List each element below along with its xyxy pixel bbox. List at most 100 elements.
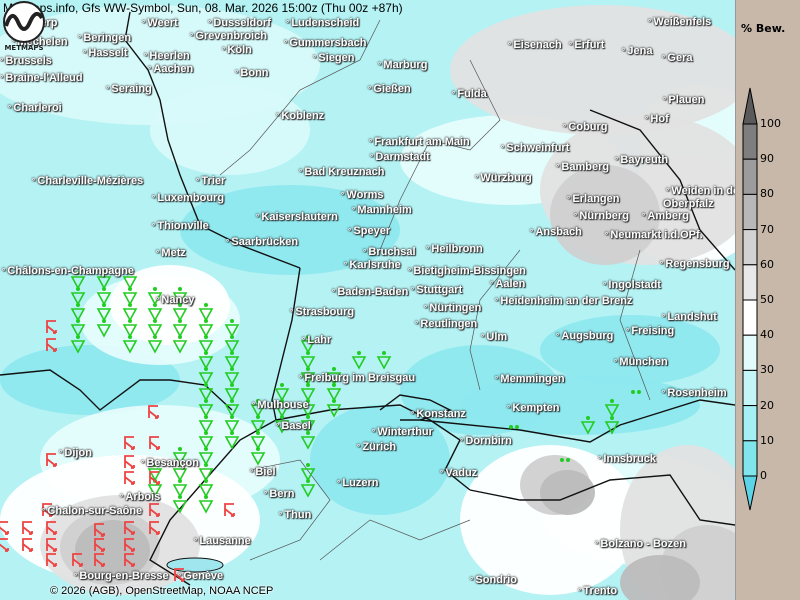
rain-shower-symbol: [224, 335, 240, 354]
rain-shower-symbol: [147, 287, 163, 306]
thunderstorm-symbol: [0, 521, 9, 535]
country-border: [589, 109, 735, 271]
legend-colorbar: [742, 87, 758, 511]
city-label: ° Charleroi: [8, 102, 62, 114]
legend-segment: [742, 123, 758, 160]
metmaps-logo[interactable]: METMAPS: [0, 0, 48, 52]
city-label: ° Luzern: [337, 477, 379, 489]
city-label: ° Brussels: [0, 55, 52, 67]
thunderstorm-symbol: [148, 405, 159, 419]
city-label: ° Châlons-en-Champagne: [2, 265, 134, 277]
city-label: ° Braine-l'Alleud: [0, 72, 83, 84]
legend-segment: [742, 440, 758, 477]
rain-shower-symbol: [326, 399, 342, 418]
rain-shower-symbol: [147, 303, 163, 322]
city-label: ° Schweinfurt: [501, 142, 570, 154]
rain-shower-symbol: [250, 431, 266, 450]
thunderstorm-symbol: [72, 553, 83, 567]
city-label: ° Heerlen: [144, 50, 190, 62]
country-border: [271, 267, 301, 421]
legend-tick: 30: [760, 363, 774, 377]
state-border: [319, 519, 471, 561]
state-border: [219, 19, 381, 176]
city-label: ° Erfurt: [569, 39, 605, 51]
rain-shower-symbol: [198, 479, 214, 498]
city-label: ° Fulda: [452, 88, 487, 100]
weather-map[interactable]: MetMaps.info, Gfs WW-Symbol, Sun, 08. Ma…: [0, 0, 735, 600]
legend-title: % Bew.: [741, 22, 786, 35]
city-label: ° Trento: [578, 585, 618, 597]
cloud-cover-field: [0, 5, 735, 600]
rain-shower-symbol: [300, 351, 316, 370]
legend-segment: [742, 158, 758, 195]
legend-tick: 60: [760, 257, 774, 271]
city-label: ° Heilbronn: [426, 243, 483, 255]
city-label: ° Bonn: [235, 67, 269, 79]
rain-shower-symbol: [198, 431, 214, 450]
thunderstorm-symbol: [224, 503, 235, 517]
rain-shower-symbol: [198, 399, 214, 418]
rain-shower-symbol: [300, 399, 316, 418]
thunderstorm-symbol: [149, 503, 160, 517]
city-label: ° Gera: [662, 52, 693, 64]
city-label: ° Thun: [279, 509, 312, 521]
rain-shower-symbol: [274, 383, 290, 402]
thunderstorm-symbol: [46, 453, 57, 467]
city-label: ° Arbois: [120, 491, 161, 503]
city-label: ° Vaduz: [440, 467, 478, 479]
rain-shower-symbol: [198, 319, 214, 338]
cloud-cover-area: [180, 185, 400, 275]
city-label: ° Weiden in der: [666, 185, 735, 197]
city-label: ° Reutlingen: [415, 318, 478, 330]
city-label: ° Dornbirn: [460, 435, 512, 447]
thunderstorm-symbol: [149, 436, 160, 450]
cloud-cover-area: [550, 165, 660, 265]
city-label: ° Grevenbroich: [190, 30, 267, 42]
legend-segment: [742, 405, 758, 442]
city-label: ° Augsburg: [556, 330, 614, 342]
map-title: MetMaps.info, Gfs WW-Symbol, Sun, 08. Ma…: [3, 1, 403, 15]
rain-shower-symbol: [224, 351, 240, 370]
cloud-cover-area: [540, 315, 720, 385]
legend-segment: [742, 369, 758, 407]
thunderstorm-symbol: [46, 538, 57, 552]
cloud-cover-area: [450, 5, 735, 135]
rain-shower-symbol: [250, 447, 266, 466]
thunderstorm-symbol: [46, 521, 57, 535]
country-border: [379, 394, 452, 421]
city-label: ° Köln: [222, 44, 252, 56]
thunderstorm-symbol: [149, 521, 160, 535]
rain-shower-symbol: [172, 447, 188, 466]
rain-shower-symbol: [198, 335, 214, 354]
rain-shower-symbol: [300, 463, 316, 482]
city-label: ° Coburg: [563, 121, 608, 133]
rain-shower-symbol: [198, 495, 214, 514]
thunderstorm-symbol: [124, 553, 135, 567]
rain-shower-symbol: [172, 303, 188, 322]
cloud-cover-area: [310, 405, 450, 515]
city-label: ° Jena: [622, 45, 653, 57]
rain-shower-symbol: [224, 367, 240, 386]
state-border: [249, 459, 331, 561]
city-label: ° Trier: [196, 175, 226, 187]
rain-shower-symbol: [300, 415, 316, 434]
rain-shower-symbol: [604, 416, 620, 435]
city-label: ° Marburg: [378, 59, 428, 71]
rain-shower-symbol: [198, 367, 214, 386]
rain-shower-symbol: [198, 303, 214, 322]
rain-shower-symbol: [198, 383, 214, 402]
rain-shower-symbol: [326, 383, 342, 402]
rain-shower-symbol: [300, 383, 316, 402]
rain-shower-symbol: [198, 415, 214, 434]
city-label: ° Innsbruck: [598, 453, 656, 465]
svg-text:METMAPS: METMAPS: [4, 44, 43, 52]
rain-shower-symbol: [172, 319, 188, 338]
legend-tick: 70: [760, 222, 774, 236]
city-label: ° Baden-Baden: [332, 286, 409, 298]
rain-shower-symbol: [172, 479, 188, 498]
rain-shower-symbol: [122, 287, 138, 306]
thunderstorm-symbol: [124, 538, 135, 552]
rain-shower-symbol: [96, 319, 112, 338]
city-label: ° Kempten: [507, 402, 560, 414]
rain-shower-symbol: [250, 415, 266, 434]
